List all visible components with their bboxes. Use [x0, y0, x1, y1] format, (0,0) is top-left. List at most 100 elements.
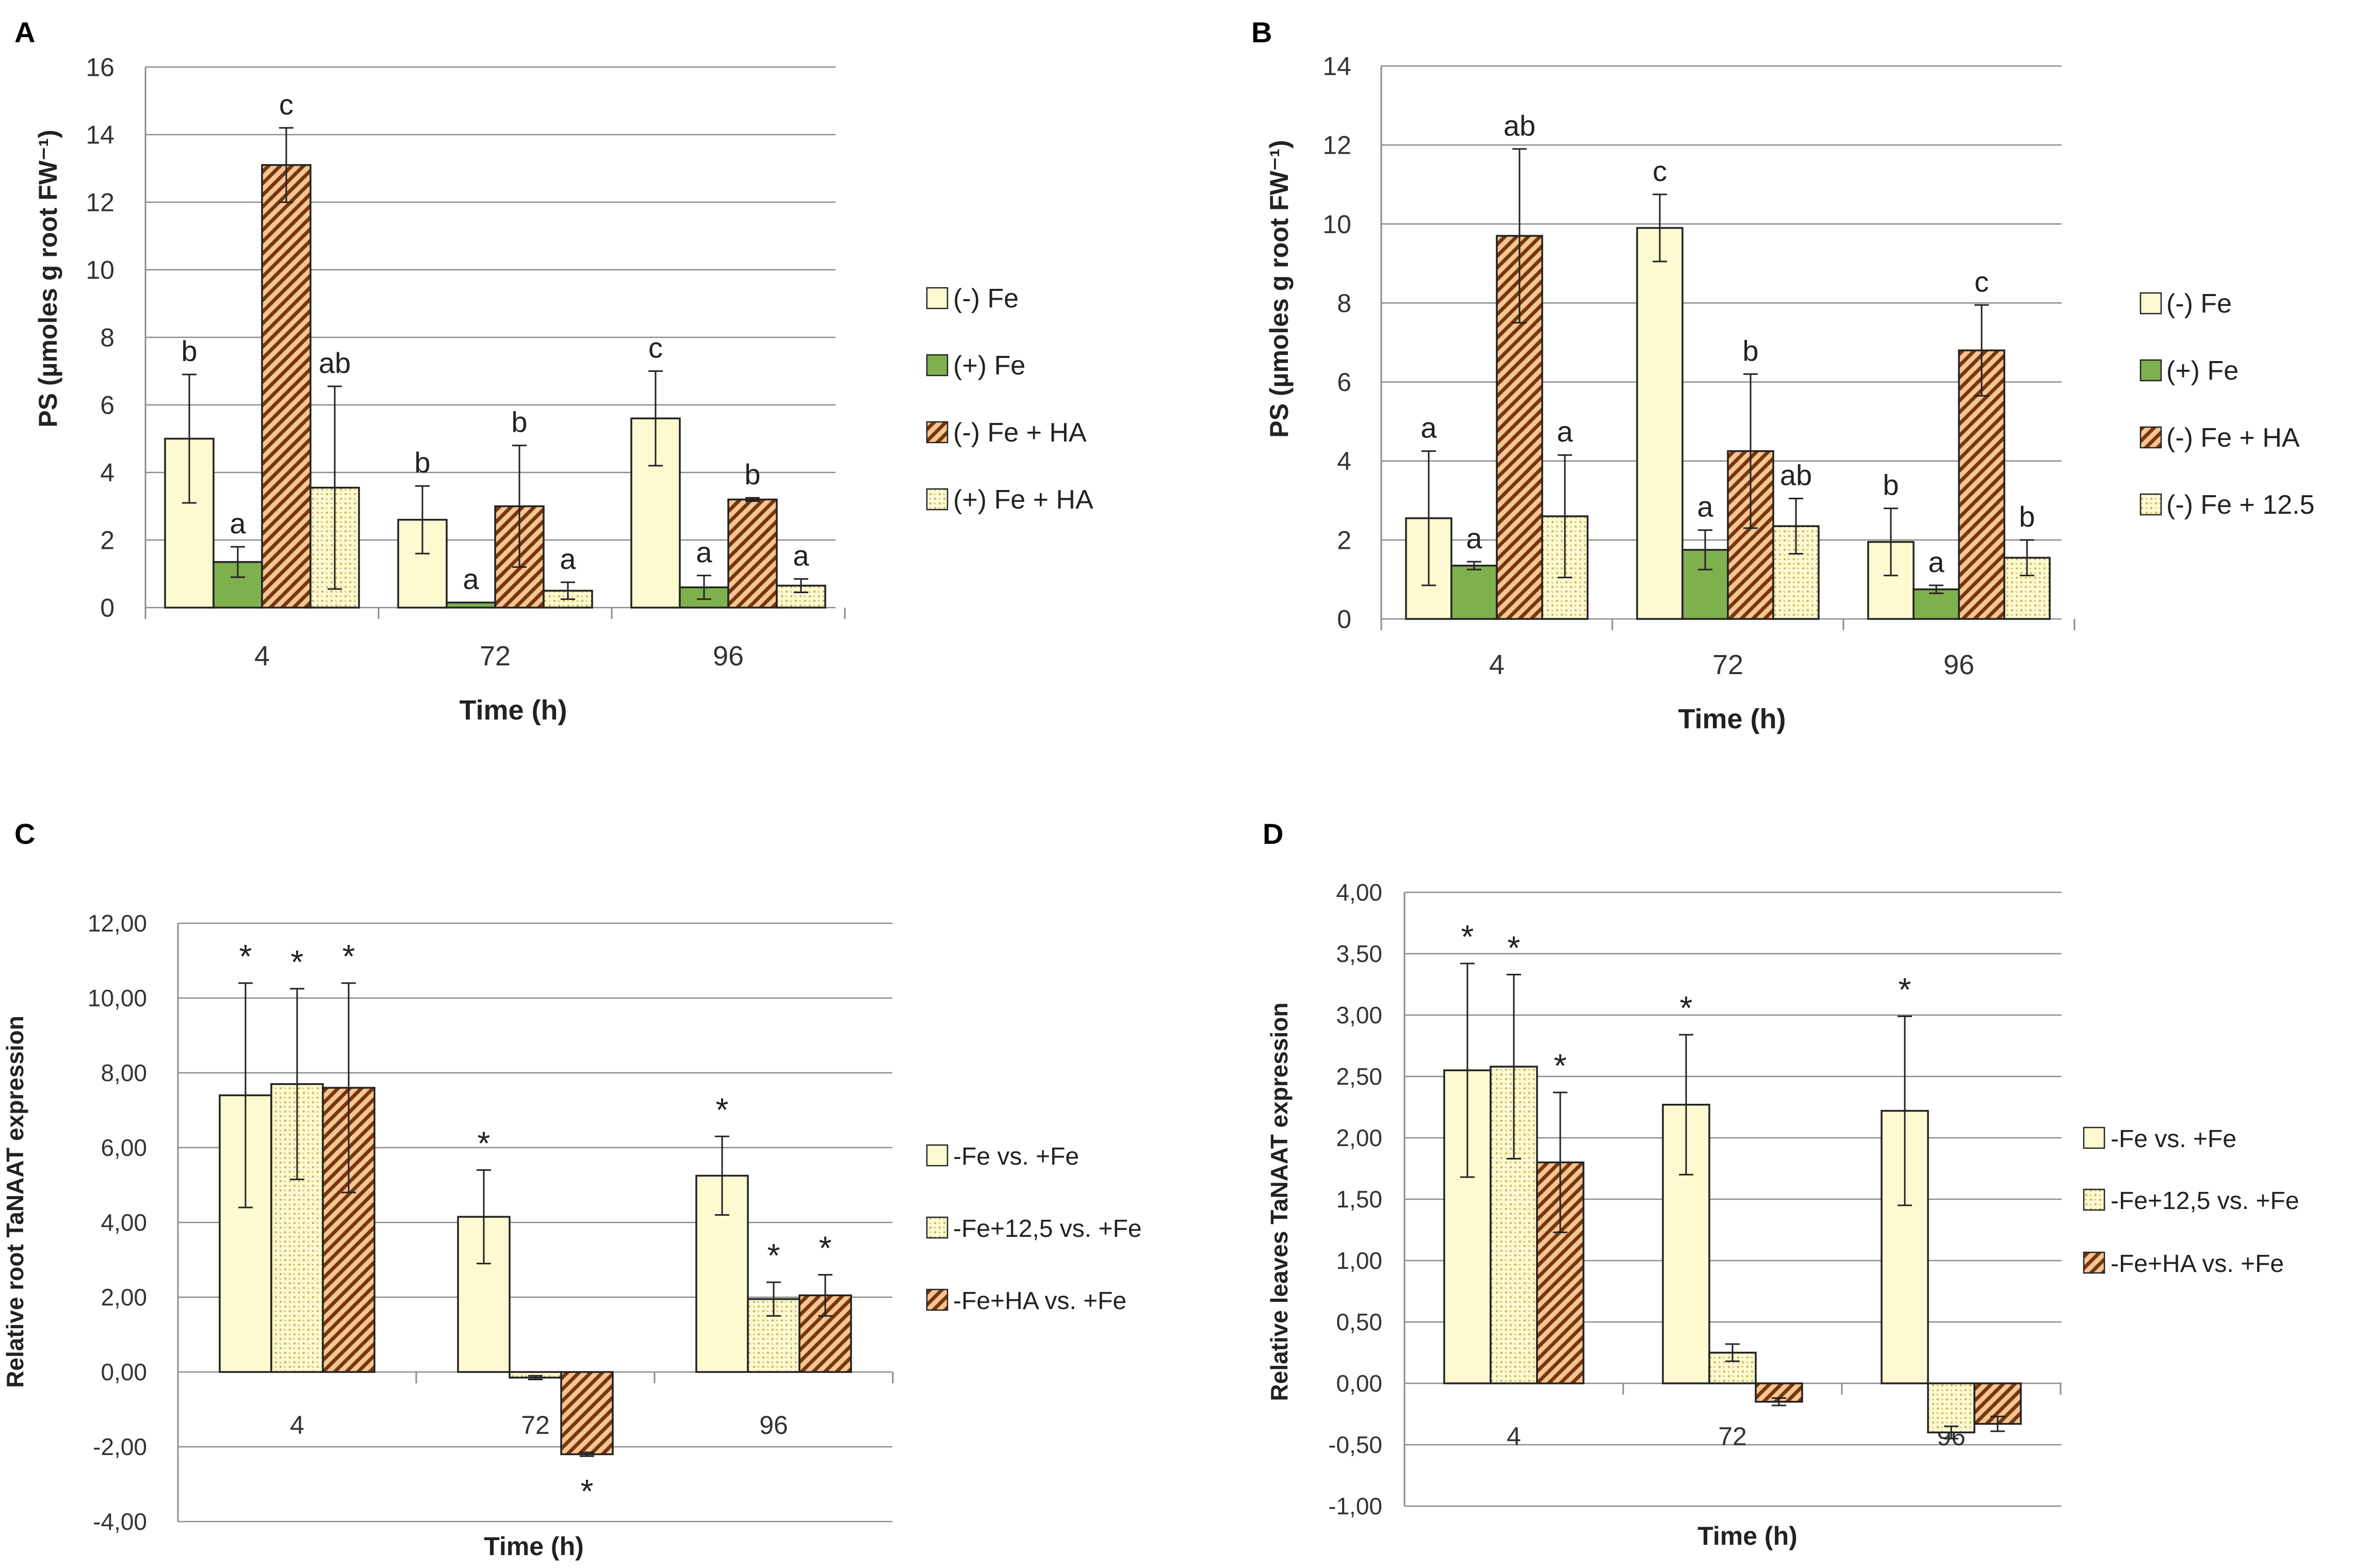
y-tick-label: 12,00 — [88, 910, 147, 937]
significance-letter: b — [1742, 334, 1758, 367]
y-tick-label: 6,00 — [101, 1134, 147, 1161]
legend-label: (+) Fe — [2166, 356, 2238, 386]
panel-a-legend: (-) Fe (+) Fe (-) Fe + HA (+) Fe + HA — [926, 284, 1093, 515]
significance-letter: a — [1697, 491, 1713, 523]
legend-label: (-) Fe + 12.5 — [2166, 490, 2315, 520]
bar — [261, 164, 312, 609]
bar — [727, 498, 778, 609]
y-tick-label: 3,00 — [1336, 1002, 1382, 1028]
panel-d-letter: D — [1263, 818, 1283, 850]
panel-b-letter: B — [1251, 16, 1272, 48]
panel-d-legend: -Fe vs. +Fe -Fe+12,5 vs. +Fe -Fe+HA vs. … — [2083, 1125, 2299, 1278]
bar — [1927, 1382, 1975, 1433]
x-category-label: 72 — [1712, 649, 1743, 680]
panel-c-letter: C — [14, 818, 35, 850]
x-category-label: 72 — [521, 1411, 550, 1440]
y-tick-label: 2,00 — [101, 1284, 147, 1311]
y-tick-label: 2 — [100, 526, 115, 555]
panel-b-plot: 0 2 4 6 8 10 12 14 4 72 96 a c b a a a ab b c a ab b — [1322, 52, 2076, 680]
y-tick-label: -4,00 — [93, 1508, 147, 1535]
y-tick-label: 8,00 — [101, 1059, 147, 1086]
panel-d: D Relative leaves TaNAAT expression Time… — [1263, 818, 2299, 1550]
y-tick-label: 10 — [1322, 210, 1351, 239]
significance-letter: a — [793, 539, 809, 571]
y-tick-label: 0 — [100, 594, 115, 623]
panel-c-xlabel: Time (h) — [484, 1532, 584, 1561]
y-tick-label: 12 — [1322, 131, 1351, 160]
y-tick-label: -1,00 — [1328, 1493, 1382, 1520]
y-tick-label: -2,00 — [93, 1433, 147, 1460]
significance-asterisk: * — [342, 938, 355, 975]
significance-letter: b — [1883, 469, 1899, 501]
y-tick-label: 8 — [100, 323, 115, 352]
significance-letter: a — [560, 543, 576, 575]
y-tick-label: 4,00 — [1336, 879, 1382, 906]
significance-letter: b — [2019, 500, 2035, 533]
significance-letter: c — [648, 332, 663, 364]
legend-swatch — [926, 1144, 949, 1167]
panel-a-legend-item: (-) Fe — [926, 284, 1019, 314]
legend-swatch — [926, 1216, 949, 1239]
significance-letter: ab — [1780, 459, 1812, 491]
significance-asterisk: * — [239, 938, 252, 975]
panel-b-xlabel: Time (h) — [1678, 704, 1786, 734]
panel-b-legend: (-) Fe (+) Fe (-) Fe + HA (-) Fe + 12.5 — [2139, 289, 2315, 520]
y-tick-label: 0,00 — [101, 1359, 147, 1385]
x-category-label: 72 — [1718, 1422, 1747, 1451]
y-tick-label: 0 — [1337, 605, 1351, 634]
panel-a: A PS (µmoles g root FW⁻¹) Time (h) 0 2 4 6 8… — [14, 16, 1093, 726]
x-category-label: 96 — [713, 641, 744, 672]
legend-label: (-) Fe + HA — [2166, 423, 2300, 453]
significance-asterisk: * — [716, 1091, 729, 1128]
y-tick-label: 12 — [86, 188, 115, 217]
significance-letter: ab — [1504, 109, 1535, 142]
legend-label: -Fe+HA vs. +Fe — [2111, 1250, 2284, 1278]
legend-label: -Fe+HA vs. +Fe — [953, 1287, 1126, 1315]
legend-swatch — [2083, 1126, 2105, 1149]
panel-c-legend-item: -Fe+HA vs. +Fe — [926, 1287, 1126, 1315]
x-category-label: 4 — [1489, 649, 1505, 680]
significance-asterisk: * — [291, 943, 304, 981]
panel-a-legend-item: (+) Fe + HA — [926, 485, 1093, 515]
bar — [1755, 1382, 1803, 1403]
legend-label: -Fe vs. +Fe — [2111, 1125, 2236, 1153]
significance-letter: b — [414, 446, 430, 479]
legend-swatch — [926, 354, 949, 377]
panel-b: B PS (µmoles g root FW⁻¹) Time (h) 0 2 4 6 8… — [1251, 16, 2315, 734]
y-tick-label: 3,50 — [1336, 940, 1382, 967]
x-category-label: 72 — [480, 641, 511, 672]
y-tick-label: 8 — [1337, 289, 1351, 318]
panel-b-ylabel: PS (µmoles g root FW⁻¹) — [1265, 140, 1294, 437]
significance-asterisk: * — [478, 1125, 491, 1162]
significance-letter: a — [463, 563, 479, 595]
significance-asterisk: * — [1508, 929, 1521, 966]
y-tick-label: 1,00 — [1336, 1247, 1382, 1274]
y-tick-label: 14 — [86, 121, 115, 150]
significance-letter: a — [230, 507, 246, 540]
panel-d-legend-item: -Fe+HA vs. +Fe — [2083, 1250, 2284, 1278]
legend-swatch — [926, 421, 949, 444]
panel-b-legend-item: (-) Fe + HA — [2139, 423, 2300, 453]
legend-swatch — [2139, 493, 2162, 516]
legend-label: -Fe+12,5 vs. +Fe — [953, 1215, 1142, 1243]
panel-d-legend-item: -Fe+12,5 vs. +Fe — [2083, 1187, 2299, 1215]
legend-swatch — [2139, 426, 2162, 449]
significance-letter: a — [1466, 522, 1482, 554]
significance-letter: c — [279, 88, 293, 121]
y-tick-label: 14 — [1322, 52, 1351, 81]
x-category-label: 96 — [759, 1411, 788, 1440]
significance-letter: c — [1974, 265, 1989, 298]
y-tick-label: 10 — [86, 256, 115, 285]
panel-c-ylabel: Relative root TaNAAT expression — [2, 1016, 28, 1388]
y-tick-label: 6 — [100, 391, 115, 420]
y-tick-label: 2,00 — [1336, 1124, 1382, 1151]
legend-label: -Fe vs. +Fe — [953, 1143, 1079, 1170]
y-tick-label: 10,00 — [88, 985, 147, 1011]
panel-d-legend-item: -Fe vs. +Fe — [2083, 1125, 2236, 1153]
legend-swatch — [926, 488, 949, 511]
bar — [164, 437, 215, 609]
legend-swatch — [926, 287, 949, 309]
significance-asterisk: * — [1554, 1047, 1567, 1084]
legend-label: (+) Fe + HA — [953, 485, 1093, 515]
